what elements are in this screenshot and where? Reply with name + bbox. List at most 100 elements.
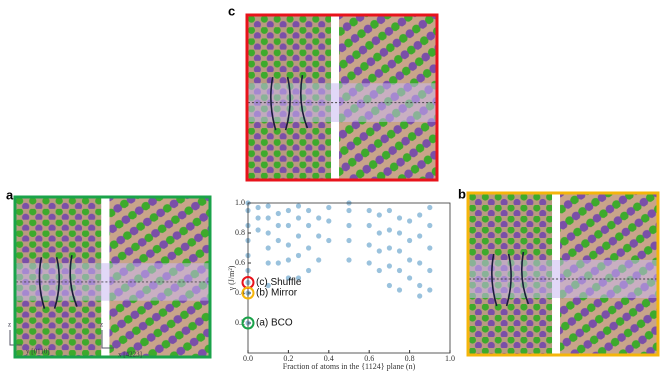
data-point (265, 215, 271, 221)
data-point (316, 215, 322, 221)
data-point (417, 282, 423, 289)
data-point (376, 212, 382, 218)
panel-frame (13, 195, 212, 359)
data-point (386, 207, 392, 214)
data-point (306, 267, 312, 274)
data-point (396, 287, 403, 293)
data-point (366, 260, 372, 266)
data-point (346, 257, 352, 263)
data-point (386, 282, 392, 289)
annotation: (b) Mirror (256, 288, 298, 299)
y-tick-label: 0.4 (235, 288, 245, 297)
axis-glyphs (9, 330, 114, 349)
data-point (265, 282, 271, 289)
plot-area (248, 203, 450, 353)
data-point (427, 267, 433, 274)
data-point (265, 230, 271, 236)
data-point (316, 257, 322, 263)
data-point (295, 233, 302, 239)
data-point (326, 237, 332, 244)
y-tick-label: 1.0 (235, 198, 245, 207)
data-point (285, 222, 291, 229)
axis-hint: z (100, 321, 103, 329)
data-point (255, 215, 261, 221)
panel-c-structure (248, 16, 436, 179)
x-tick-label: 1.0 (445, 354, 455, 363)
data-point (265, 260, 271, 266)
data-point (366, 242, 372, 248)
y-tick-label: 0.2 (235, 318, 245, 327)
data-point (386, 227, 392, 233)
data-point (417, 260, 423, 266)
axis-hint: z (8, 321, 11, 329)
data-point (427, 204, 433, 211)
data-point (346, 237, 352, 244)
data-point (295, 203, 302, 209)
data-point (326, 204, 332, 211)
data-point (407, 218, 413, 224)
data-point (316, 233, 322, 239)
data-point (285, 257, 291, 263)
data-point (275, 260, 281, 266)
data-point (427, 222, 433, 229)
y-tick-label: 0.6 (235, 258, 245, 267)
data-point (396, 230, 403, 236)
data-point (407, 257, 413, 263)
data-point (376, 267, 382, 274)
data-point (376, 248, 382, 254)
data-point (285, 207, 291, 214)
data-point (386, 245, 392, 251)
panel-b-structure (469, 194, 657, 354)
y-tick-label: 0.8 (235, 228, 245, 237)
annotation: (c) Shuffle (256, 277, 302, 288)
data-point (306, 207, 312, 214)
data-point (306, 245, 312, 251)
data-point (275, 210, 281, 217)
data-point (275, 237, 281, 244)
panel-a-structure (16, 198, 209, 356)
x-tick-label: 0.0 (243, 354, 253, 363)
axis-hint: x [4223] (118, 351, 142, 359)
y-axis-label: γ (J/m²) (227, 265, 236, 291)
data-point (407, 237, 413, 244)
data-point (386, 263, 392, 269)
panel-label: c (228, 3, 235, 18)
x-tick-label: 0.4 (324, 354, 334, 363)
data-point (396, 248, 403, 254)
data-point (255, 227, 261, 233)
data-point (396, 215, 403, 221)
x-axis-label: Fraction of atoms in the {1124} plane (n… (283, 362, 416, 371)
data-point (295, 252, 302, 259)
data-point (285, 275, 291, 281)
data-point (366, 222, 372, 229)
data-point (417, 212, 423, 218)
data-point (295, 275, 302, 281)
highlight-ring (241, 286, 255, 300)
annotation: (a) BCO (256, 318, 293, 329)
data-point (346, 222, 352, 229)
data-point (417, 233, 423, 239)
data-point (285, 242, 291, 248)
panel-frame (466, 191, 660, 357)
data-point (427, 245, 433, 251)
panel-label: b (458, 186, 466, 201)
data-point (427, 287, 433, 293)
data-point (265, 203, 271, 209)
x-tick-label: 0.6 (364, 354, 374, 363)
data-point (295, 215, 302, 221)
data-point (417, 293, 423, 299)
panel-frame (245, 13, 439, 182)
data-point (376, 230, 382, 236)
data-point (326, 218, 332, 224)
x-tick-label: 0.2 (283, 354, 293, 363)
highlight-ring (241, 316, 255, 330)
data-point (275, 222, 281, 229)
data-point (306, 222, 312, 229)
data-point (366, 207, 372, 214)
x-tick-label: 0.8 (405, 354, 415, 363)
panel-label: a (6, 187, 14, 202)
data-point (396, 267, 403, 274)
axis-hint: y [0110] (26, 348, 50, 356)
